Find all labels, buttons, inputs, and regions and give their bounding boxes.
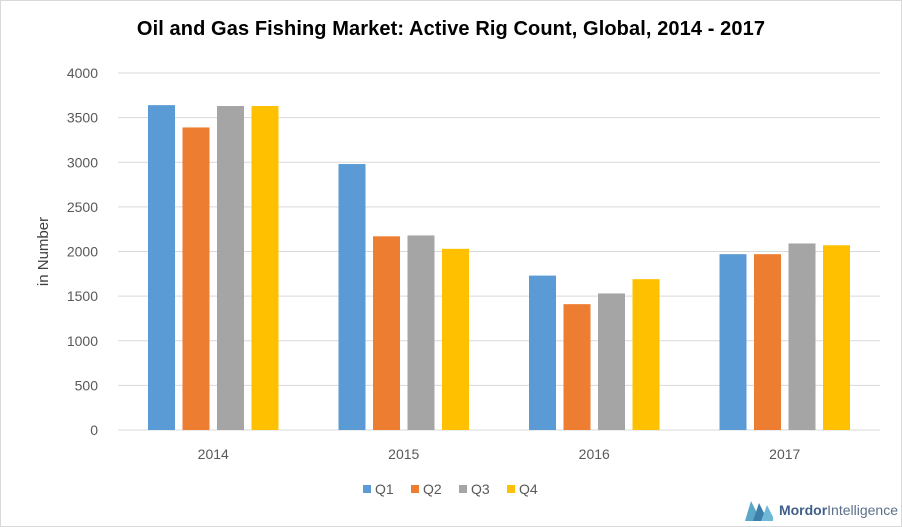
legend-swatch-q3 — [459, 485, 467, 493]
x-tick-label: 2015 — [388, 446, 419, 462]
y-tick-label: 3000 — [67, 154, 98, 170]
bar-q1-2017 — [719, 254, 747, 430]
mordor-logo-icon — [744, 501, 773, 521]
legend-label-q4: Q4 — [519, 481, 538, 497]
bar-q3-2015 — [407, 235, 435, 430]
legend-label-q2: Q2 — [423, 481, 442, 497]
legend-swatch-q4 — [507, 485, 515, 493]
y-tick-label: 4000 — [67, 65, 98, 81]
x-tick-label: 2016 — [579, 446, 610, 462]
legend-swatch-q1 — [363, 485, 371, 493]
bar-q2-2017 — [754, 254, 781, 430]
bar-q3-2016 — [598, 293, 625, 430]
logo-text: MordorIntelligence — [779, 502, 898, 518]
y-tick-label: 3500 — [67, 110, 98, 126]
bar-q1-2014 — [148, 105, 175, 430]
x-tick-label: 2017 — [769, 446, 800, 462]
logo-name-rest: Intelligence — [827, 502, 898, 518]
bar-q2-2015 — [373, 236, 400, 430]
mordor-intelligence-logo: MordorIntelligence — [743, 496, 898, 524]
y-tick-label: 1000 — [67, 333, 98, 349]
y-tick-label: 1500 — [67, 288, 98, 304]
y-axis-label: in Number — [35, 217, 52, 286]
y-tick-label: 2000 — [67, 244, 98, 260]
legend-label-q1: Q1 — [375, 481, 394, 497]
bar-q4-2015 — [442, 248, 469, 430]
bar-q3-2014 — [217, 106, 244, 431]
bar-q4-2016 — [632, 279, 660, 430]
y-tick-label: 2500 — [67, 199, 98, 215]
bar-q2-2016 — [563, 304, 591, 430]
bar-q1-2015 — [338, 164, 366, 430]
legend-swatch-q2 — [411, 485, 419, 493]
logo-name-bold: Mordor — [778, 502, 828, 518]
x-tick-label: 2014 — [198, 446, 229, 462]
bar-q3-2017 — [788, 243, 816, 430]
legend-label-q3: Q3 — [471, 481, 490, 497]
bar-q1-2016 — [529, 275, 556, 430]
chart-title: Oil and Gas Fishing Market: Active Rig C… — [136, 18, 766, 40]
bar-q4-2017 — [823, 245, 850, 430]
y-tick-label: 0 — [90, 422, 98, 438]
y-tick-label: 500 — [75, 377, 99, 393]
bar-q4-2014 — [251, 106, 279, 431]
bar-q2-2014 — [182, 127, 210, 430]
